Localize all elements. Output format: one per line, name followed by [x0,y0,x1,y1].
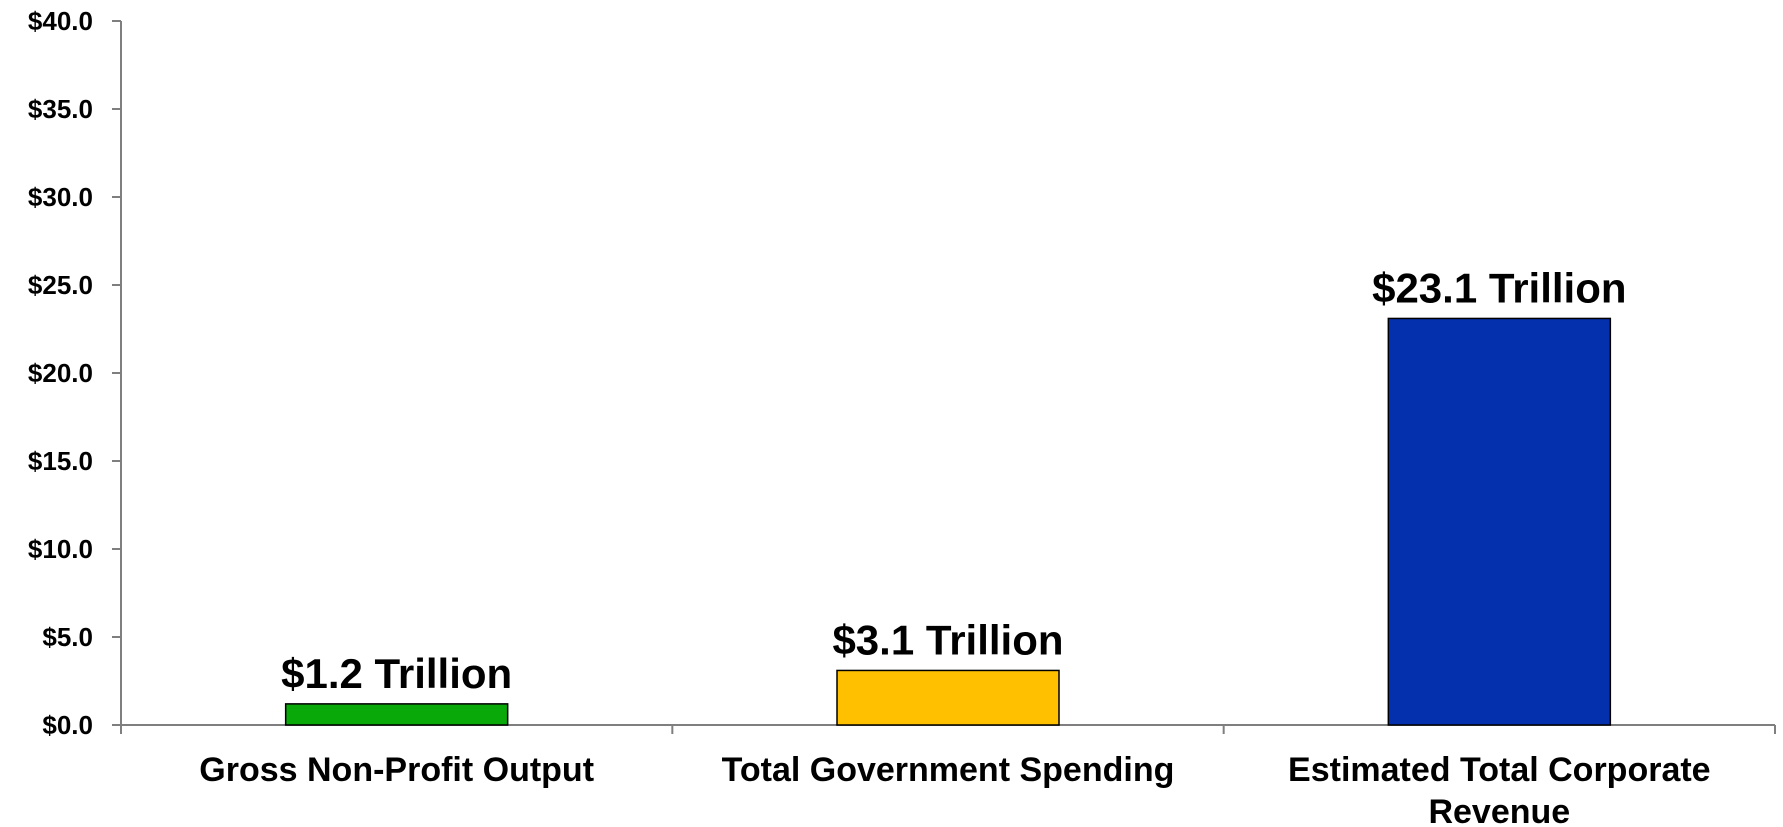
y-tick-label: $10.0 [28,534,93,564]
category-label: Gross Non-Profit Output [199,751,594,789]
bar [284,703,509,726]
y-tick-label: $25.0 [28,270,93,300]
y-tick-label: $30.0 [28,182,93,212]
data-label: $23.1 Trillion [1372,264,1626,311]
bar [1387,317,1612,726]
bar [836,669,1060,726]
data-label: $1.2 Trillion [281,650,512,697]
y-tick-label: $5.0 [42,622,93,652]
category-label: Revenue [1428,793,1570,827]
y-tick-label: $40.0 [28,6,93,36]
category-label: Total Government Spending [722,751,1175,789]
chart-bars [284,317,1612,726]
y-tick-label: $0.0 [42,710,93,740]
category-label: Estimated Total Corporate [1288,751,1711,789]
y-tick-label: $15.0 [28,446,93,476]
chart-labels: $1.2 Trillion Gross Non-Profit Output $3.1… [199,264,1710,827]
y-tick-label: $35.0 [28,94,93,124]
data-label: $3.1 Trillion [832,616,1063,663]
chart-axes: $0.0 $5.0 $10.0 $15.0 $20.0 $25.0 $30.0 $35.0 $4… [28,6,1776,740]
y-tick-label: $20.0 [28,358,93,388]
